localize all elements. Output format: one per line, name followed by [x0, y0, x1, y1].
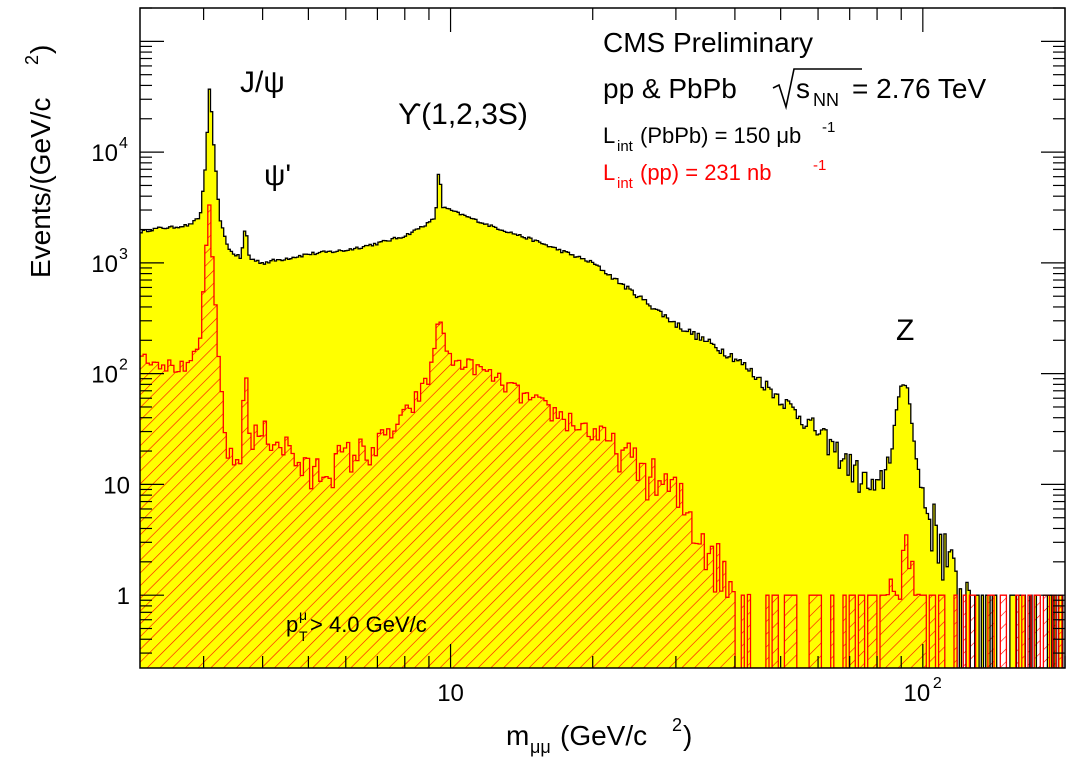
pt-cut-value: > 4.0 GeV/c: [310, 612, 427, 637]
pp-histogram-line: [140, 204, 1065, 668]
sqrt-sign-icon: [772, 68, 862, 111]
lumi-pbpb-subscript: int: [617, 138, 634, 155]
pt-cut-label: p μ T > 4.0 GeV/c: [286, 607, 427, 644]
x-axis-title-close: ): [683, 720, 692, 751]
collision-energy: = 2.76 TeV: [852, 73, 986, 104]
lumi-pp-subscript: int: [617, 175, 634, 192]
collision-label: pp & PbPb s NN = 2.76 TeV: [603, 68, 986, 111]
y-axis-title-superscript: 2: [22, 55, 42, 65]
x-tick-label: 10: [903, 680, 930, 707]
y-tick-label-exponent: 4: [119, 135, 128, 152]
x-axis-title-superscript: 2: [672, 715, 682, 735]
lumi-pbpb-superscript: -1: [822, 119, 835, 136]
y-tick-label: 10: [91, 362, 118, 389]
annotation-psi-prime: ψ': [264, 159, 291, 192]
lumi-pp-superscript: -1: [813, 157, 826, 174]
x-tick-label-exponent: 2: [933, 675, 942, 692]
lumi-pp: L int (pp) = 231 nb -1: [603, 157, 826, 192]
x-tick-label: 10: [437, 680, 464, 707]
y-tick-label: 10: [103, 472, 130, 499]
x-axis-title-units: (GeV/c: [560, 720, 647, 751]
annotation-upsilon: ϒ(1,2,3S): [398, 98, 528, 131]
y-tick-label: 1: [117, 583, 130, 610]
x-axis-title: m μμ (GeV/c 2 ): [506, 715, 692, 757]
lumi-pp-value: (pp) = 231 nb: [640, 160, 771, 185]
x-axis-title-subscript: μμ: [530, 737, 551, 757]
sqrt-s: s: [796, 73, 810, 104]
annotation-z: Z: [896, 314, 914, 347]
lumi-pbpb: L int (PbPb) = 150 μb -1: [603, 119, 835, 155]
lumi-pbpb-L: L: [603, 123, 615, 148]
lumi-pbpb-value: (PbPb) = 150 μb: [640, 123, 801, 148]
collision-systems: pp & PbPb: [603, 73, 737, 104]
plot-area: [140, 88, 1065, 668]
plot-frame: [139, 7, 1066, 669]
x-axis-title-m: m: [506, 720, 529, 751]
chart-title: CMS Preliminary: [603, 27, 813, 58]
pt-cut-superscript: μ: [299, 607, 307, 623]
pt-cut-subscript: T: [299, 628, 308, 644]
y-tick-label: 10: [91, 140, 118, 167]
y-axis-title-close: ): [25, 45, 56, 54]
y-axis-title-main: Events/(GeV/c: [25, 97, 56, 278]
pt-cut-p: p: [286, 612, 298, 637]
y-axis-title: Events/(GeV/c 2 ): [22, 45, 56, 278]
axis-ticks: [140, 7, 1066, 668]
y-tick-label-exponent: 3: [119, 246, 128, 263]
pbpb-histogram-line: [140, 88, 1065, 668]
peak-annotations: J/ψ ψ' ϒ(1,2,3S) Z: [240, 66, 914, 347]
lumi-pp-L: L: [603, 160, 615, 185]
y-tick-label-exponent: 2: [119, 357, 128, 374]
annotation-jpsi: J/ψ: [240, 66, 285, 99]
pp-histogram-hatch: [140, 205, 1065, 668]
y-tick-label: 10: [91, 251, 118, 278]
sqrt-s-subscript: NN: [813, 90, 839, 110]
